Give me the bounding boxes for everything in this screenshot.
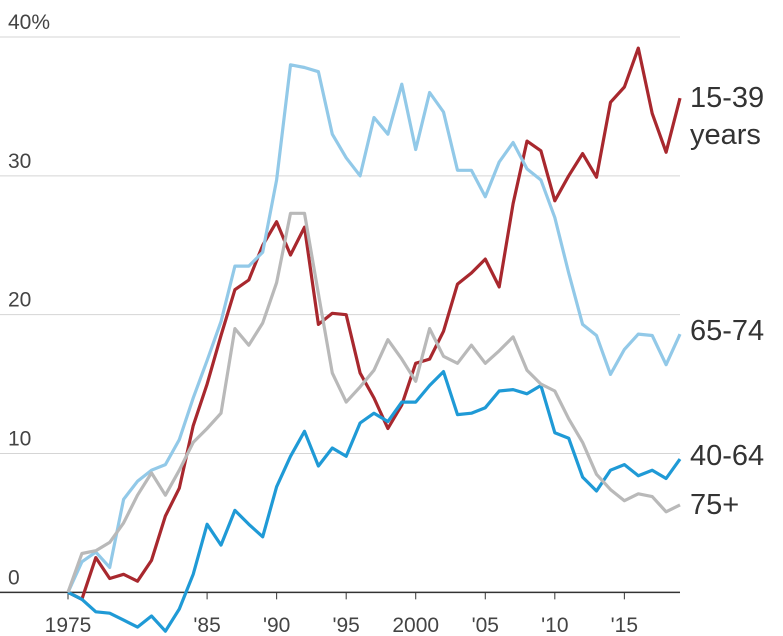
x-tick-label: '95 (332, 614, 359, 636)
y-tick-label: 0 (8, 566, 20, 589)
series-line (67, 370, 682, 633)
series-line (67, 46, 682, 601)
series-label: 40-64 (690, 440, 765, 472)
series-label: 65-74 (690, 315, 765, 347)
x-tick-label: '10 (541, 614, 568, 636)
x-tick-label: '90 (263, 614, 290, 636)
x-tick-label: 1975 (45, 614, 92, 636)
x-tick-label: 2000 (392, 614, 439, 636)
y-tick-label: 20 (8, 289, 31, 312)
series-line (66, 63, 682, 593)
y-tick-label: 10 (8, 428, 31, 451)
y-tick-label: 30 (8, 150, 31, 173)
y-tick-label: 40% (8, 11, 50, 34)
x-tick-label: '15 (611, 614, 638, 636)
x-tick-label: '05 (472, 614, 499, 636)
series-label: 75+ (690, 489, 740, 521)
series-label: 15-39 years (690, 82, 765, 151)
x-tick-label: '85 (193, 614, 220, 636)
series-line (66, 211, 681, 593)
